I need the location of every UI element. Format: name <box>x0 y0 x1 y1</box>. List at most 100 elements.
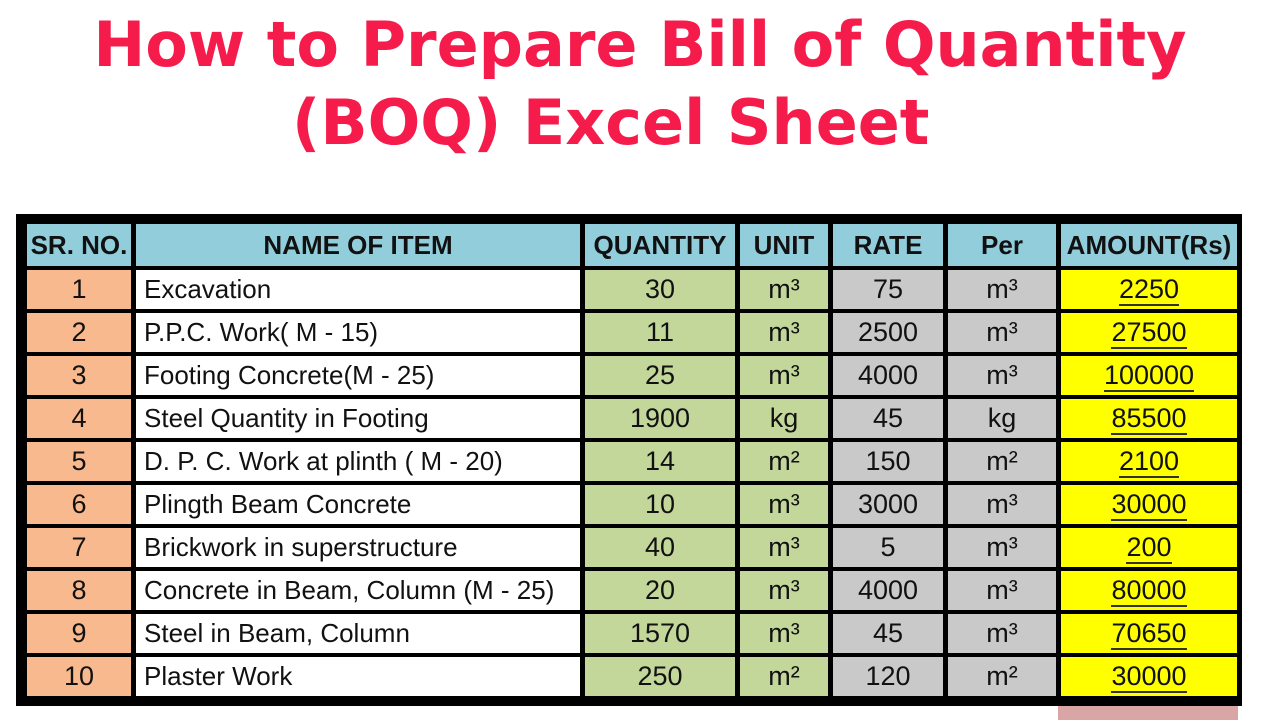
table-row: 10 Plaster Work 250 m² 120 m² 30000 <box>27 657 1237 696</box>
table-row: 4 Steel Quantity in Footing 1900 kg 45 k… <box>27 399 1237 438</box>
cell-per[interactable]: m³ <box>948 571 1056 610</box>
cell-per[interactable]: m³ <box>948 485 1056 524</box>
cell-rate[interactable]: 75 <box>833 270 943 309</box>
amount-value: 30000 <box>1111 489 1187 521</box>
cell-amount[interactable]: 85500 <box>1061 399 1237 438</box>
cell-item-name[interactable]: D. P. C. Work at plinth ( M - 20) <box>136 442 580 481</box>
cell-sr-no[interactable]: 5 <box>27 442 131 481</box>
cell-rate[interactable]: 2500 <box>833 313 943 352</box>
cell-item-name[interactable]: Brickwork in superstructure <box>136 528 580 567</box>
header-unit[interactable]: UNIT <box>740 224 828 266</box>
boq-sheet: SR. NO. NAME OF ITEM QUANTITY UNIT RATE … <box>16 214 1242 706</box>
cell-unit[interactable]: m³ <box>740 571 828 610</box>
cell-unit[interactable]: m³ <box>740 528 828 567</box>
cell-per[interactable]: m³ <box>948 528 1056 567</box>
header-sr-no[interactable]: SR. NO. <box>27 224 131 266</box>
cell-quantity[interactable]: 40 <box>585 528 735 567</box>
cell-amount[interactable]: 30000 <box>1061 485 1237 524</box>
cell-amount[interactable]: 27500 <box>1061 313 1237 352</box>
cell-sr-no[interactable]: 7 <box>27 528 131 567</box>
cell-unit[interactable]: m² <box>740 657 828 696</box>
cell-per[interactable]: m³ <box>948 313 1056 352</box>
boq-table: SR. NO. NAME OF ITEM QUANTITY UNIT RATE … <box>22 220 1242 700</box>
amount-value: 2100 <box>1118 446 1180 478</box>
cell-amount[interactable]: 2100 <box>1061 442 1237 481</box>
amount-value: 85500 <box>1111 403 1187 435</box>
cell-amount[interactable]: 100000 <box>1061 356 1237 395</box>
table-row: 8 Concrete in Beam, Column (M - 25) 20 m… <box>27 571 1237 610</box>
cell-per[interactable]: m³ <box>948 356 1056 395</box>
total-amount-cell[interactable] <box>1058 706 1238 720</box>
cell-amount[interactable]: 2250 <box>1061 270 1237 309</box>
cell-rate[interactable]: 120 <box>833 657 943 696</box>
cell-rate[interactable]: 150 <box>833 442 943 481</box>
amount-value: 200 <box>1126 532 1172 564</box>
cell-item-name[interactable]: Excavation <box>136 270 580 309</box>
cell-unit[interactable]: m³ <box>740 270 828 309</box>
cell-sr-no[interactable]: 6 <box>27 485 131 524</box>
cell-sr-no[interactable]: 9 <box>27 614 131 653</box>
cell-sr-no[interactable]: 10 <box>27 657 131 696</box>
cell-unit[interactable]: kg <box>740 399 828 438</box>
cell-quantity[interactable]: 250 <box>585 657 735 696</box>
cell-rate[interactable]: 4000 <box>833 571 943 610</box>
header-amount[interactable]: AMOUNT(Rs) <box>1061 224 1237 266</box>
cell-item-name[interactable]: Plaster Work <box>136 657 580 696</box>
cell-quantity[interactable]: 30 <box>585 270 735 309</box>
header-name-of-item[interactable]: NAME OF ITEM <box>136 224 580 266</box>
cell-quantity[interactable]: 11 <box>585 313 735 352</box>
table-row: 3 Footing Concrete(M - 25) 25 m³ 4000 m³… <box>27 356 1237 395</box>
table-row: 9 Steel in Beam, Column 1570 m³ 45 m³ 70… <box>27 614 1237 653</box>
cell-quantity[interactable]: 10 <box>585 485 735 524</box>
cell-rate[interactable]: 45 <box>833 399 943 438</box>
amount-value: 27500 <box>1111 317 1187 349</box>
cell-sr-no[interactable]: 3 <box>27 356 131 395</box>
cell-unit[interactable]: m³ <box>740 313 828 352</box>
cell-unit[interactable]: m³ <box>740 356 828 395</box>
cell-rate[interactable]: 45 <box>833 614 943 653</box>
cell-item-name[interactable]: P.P.C. Work( M - 15) <box>136 313 580 352</box>
cell-quantity[interactable]: 25 <box>585 356 735 395</box>
cell-per[interactable]: m³ <box>948 614 1056 653</box>
page-title: How to Prepare Bill of Quantity (BOQ) Ex… <box>0 6 1280 162</box>
cell-unit[interactable]: m³ <box>740 614 828 653</box>
cell-sr-no[interactable]: 4 <box>27 399 131 438</box>
cell-per[interactable]: m² <box>948 657 1056 696</box>
table-row: 1 Excavation 30 m³ 75 m³ 2250 <box>27 270 1237 309</box>
cell-quantity[interactable]: 1900 <box>585 399 735 438</box>
cell-amount[interactable]: 80000 <box>1061 571 1237 610</box>
cell-item-name[interactable]: Concrete in Beam, Column (M - 25) <box>136 571 580 610</box>
cell-quantity[interactable]: 20 <box>585 571 735 610</box>
header-rate[interactable]: RATE <box>833 224 943 266</box>
header-quantity[interactable]: QUANTITY <box>585 224 735 266</box>
table-row: 5 D. P. C. Work at plinth ( M - 20) 14 m… <box>27 442 1237 481</box>
cell-quantity[interactable]: 1570 <box>585 614 735 653</box>
cell-item-name[interactable]: Plingth Beam Concrete <box>136 485 580 524</box>
cell-per[interactable]: kg <box>948 399 1056 438</box>
cell-rate[interactable]: 5 <box>833 528 943 567</box>
cell-amount[interactable]: 70650 <box>1061 614 1237 653</box>
amount-value: 30000 <box>1111 661 1187 693</box>
cell-amount[interactable]: 30000 <box>1061 657 1237 696</box>
cell-rate[interactable]: 4000 <box>833 356 943 395</box>
cell-per[interactable]: m³ <box>948 270 1056 309</box>
header-per[interactable]: Per <box>948 224 1056 266</box>
cell-unit[interactable]: m³ <box>740 485 828 524</box>
cell-quantity[interactable]: 14 <box>585 442 735 481</box>
cell-unit[interactable]: m² <box>740 442 828 481</box>
cell-sr-no[interactable]: 8 <box>27 571 131 610</box>
cell-item-name[interactable]: Steel Quantity in Footing <box>136 399 580 438</box>
cell-item-name[interactable]: Footing Concrete(M - 25) <box>136 356 580 395</box>
amount-value: 100000 <box>1103 360 1195 392</box>
cell-sr-no[interactable]: 2 <box>27 313 131 352</box>
cell-rate[interactable]: 3000 <box>833 485 943 524</box>
cell-item-name[interactable]: Steel in Beam, Column <box>136 614 580 653</box>
table-row: 6 Plingth Beam Concrete 10 m³ 3000 m³ 30… <box>27 485 1237 524</box>
title-line-1: How to Prepare Bill of Quantity <box>93 8 1187 81</box>
amount-value: 80000 <box>1111 575 1187 607</box>
amount-value: 70650 <box>1111 618 1187 650</box>
cell-amount[interactable]: 200 <box>1061 528 1237 567</box>
cell-sr-no[interactable]: 1 <box>27 270 131 309</box>
cell-per[interactable]: m² <box>948 442 1056 481</box>
amount-value: 2250 <box>1118 274 1180 306</box>
